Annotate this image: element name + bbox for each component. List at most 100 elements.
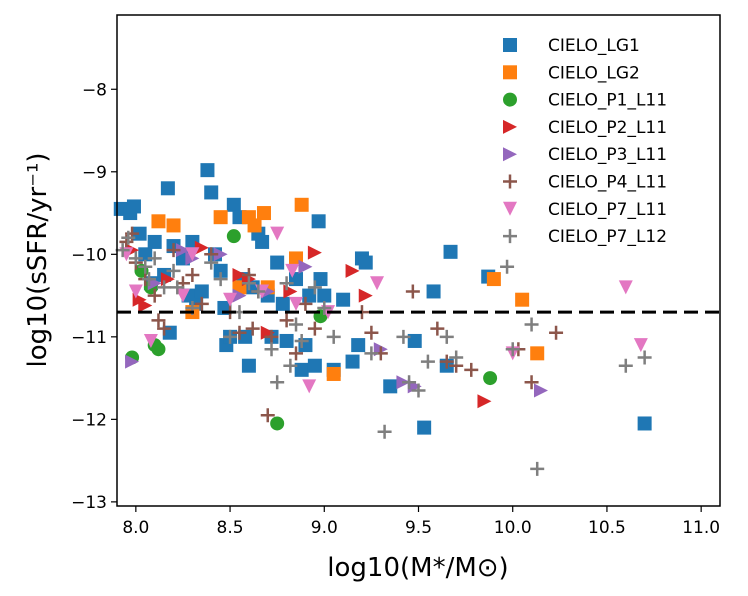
data-point <box>364 346 379 361</box>
data-point <box>175 243 190 258</box>
data-point <box>549 325 564 340</box>
data-point <box>166 218 181 233</box>
data-point <box>143 333 158 348</box>
legend-marker <box>503 38 517 52</box>
data-point <box>298 296 313 311</box>
data-point <box>449 350 464 365</box>
data-point <box>307 358 322 373</box>
y-tick-label: −13 <box>71 493 107 513</box>
data-point <box>151 214 166 229</box>
data-point <box>226 229 241 244</box>
data-point <box>241 358 256 373</box>
x-tick-label: 8.5 <box>217 518 244 538</box>
data-point <box>147 234 162 249</box>
data-point <box>500 259 515 274</box>
data-point <box>420 354 435 369</box>
data-point <box>151 313 166 328</box>
data-point <box>345 354 360 369</box>
data-point <box>175 288 190 303</box>
data-point <box>204 255 219 270</box>
data-point <box>251 284 266 299</box>
data-point <box>270 255 285 270</box>
data-point <box>633 338 648 353</box>
data-point <box>194 240 209 255</box>
data-point <box>285 263 300 278</box>
data-point <box>307 245 322 260</box>
data-point <box>138 259 153 274</box>
data-point <box>530 346 545 361</box>
data-point <box>358 288 373 303</box>
data-point <box>232 288 247 303</box>
data-point <box>618 280 633 295</box>
y-tick-label: −12 <box>71 410 107 430</box>
data-point <box>245 321 260 336</box>
data-point <box>477 394 492 409</box>
data-point <box>160 181 175 196</box>
data-point <box>264 329 279 344</box>
data-point <box>311 214 326 229</box>
data-point <box>637 416 652 431</box>
data-point <box>223 329 238 344</box>
data-point <box>185 267 200 282</box>
data-point <box>270 226 285 241</box>
data-point <box>194 284 209 299</box>
x-tick-label: 8.0 <box>122 518 149 538</box>
data-point <box>138 298 153 313</box>
data-point <box>370 276 385 291</box>
legend-label: CIELO_LG1 <box>548 36 640 56</box>
data-point <box>151 342 166 357</box>
data-point <box>411 383 426 398</box>
x-axis-label: log10(M*/M⊙) <box>327 553 508 583</box>
data-point <box>289 346 304 361</box>
data-point <box>232 267 247 282</box>
data-point <box>256 206 271 221</box>
legend: CIELO_LG1 CIELO_LG2 CIELO_P1_L11 CIELO_P2_L… <box>503 36 667 247</box>
legend-label: CIELO_P2_L11 <box>548 118 667 138</box>
data-point <box>128 284 143 299</box>
legend-marker <box>503 174 517 189</box>
x-axis-ticks: 8.0 8.5 9.0 9.5 10.0 10.5 11.0 <box>122 506 720 538</box>
data-point <box>126 199 141 214</box>
data-point <box>270 375 285 390</box>
data-point <box>121 230 136 245</box>
x-tick-label: 9.5 <box>405 518 432 538</box>
legend-marker <box>503 229 517 244</box>
data-point <box>157 321 172 336</box>
data-point <box>505 342 520 357</box>
y-tick-label: −11 <box>71 328 107 348</box>
data-point <box>241 276 256 291</box>
data-point <box>439 329 454 344</box>
legend-marker <box>503 201 517 216</box>
data-point <box>426 284 441 299</box>
data-point <box>289 296 304 311</box>
legend-label: CIELO_P1_L11 <box>548 91 667 111</box>
data-point <box>128 251 143 266</box>
data-point <box>326 366 341 381</box>
x-tick-label: 10.5 <box>588 518 626 538</box>
data-point <box>260 325 275 340</box>
data-point <box>204 185 219 200</box>
data-point <box>157 280 172 295</box>
data-point <box>486 272 501 287</box>
data-point <box>430 321 445 336</box>
data-point <box>213 263 228 278</box>
data-point <box>275 296 290 311</box>
data-point <box>142 272 157 287</box>
data-point <box>302 379 317 394</box>
data-point <box>307 321 322 336</box>
data-point <box>317 288 332 303</box>
data-point <box>533 383 548 398</box>
data-point <box>313 272 328 287</box>
data-point <box>213 247 228 262</box>
data-point <box>279 333 294 348</box>
data-point <box>524 375 539 390</box>
data-point <box>417 420 432 435</box>
data-point <box>260 408 275 423</box>
data-point <box>294 362 309 377</box>
data-point <box>283 358 298 373</box>
legend-label: CIELO_LG2 <box>548 63 640 83</box>
x-tick-label: 9.0 <box>311 518 338 538</box>
y-tick-label: −9 <box>82 163 107 183</box>
y-axis-ticks: −13 −12 −11 −10 −9 −8 <box>71 80 117 513</box>
data-point <box>279 276 294 291</box>
